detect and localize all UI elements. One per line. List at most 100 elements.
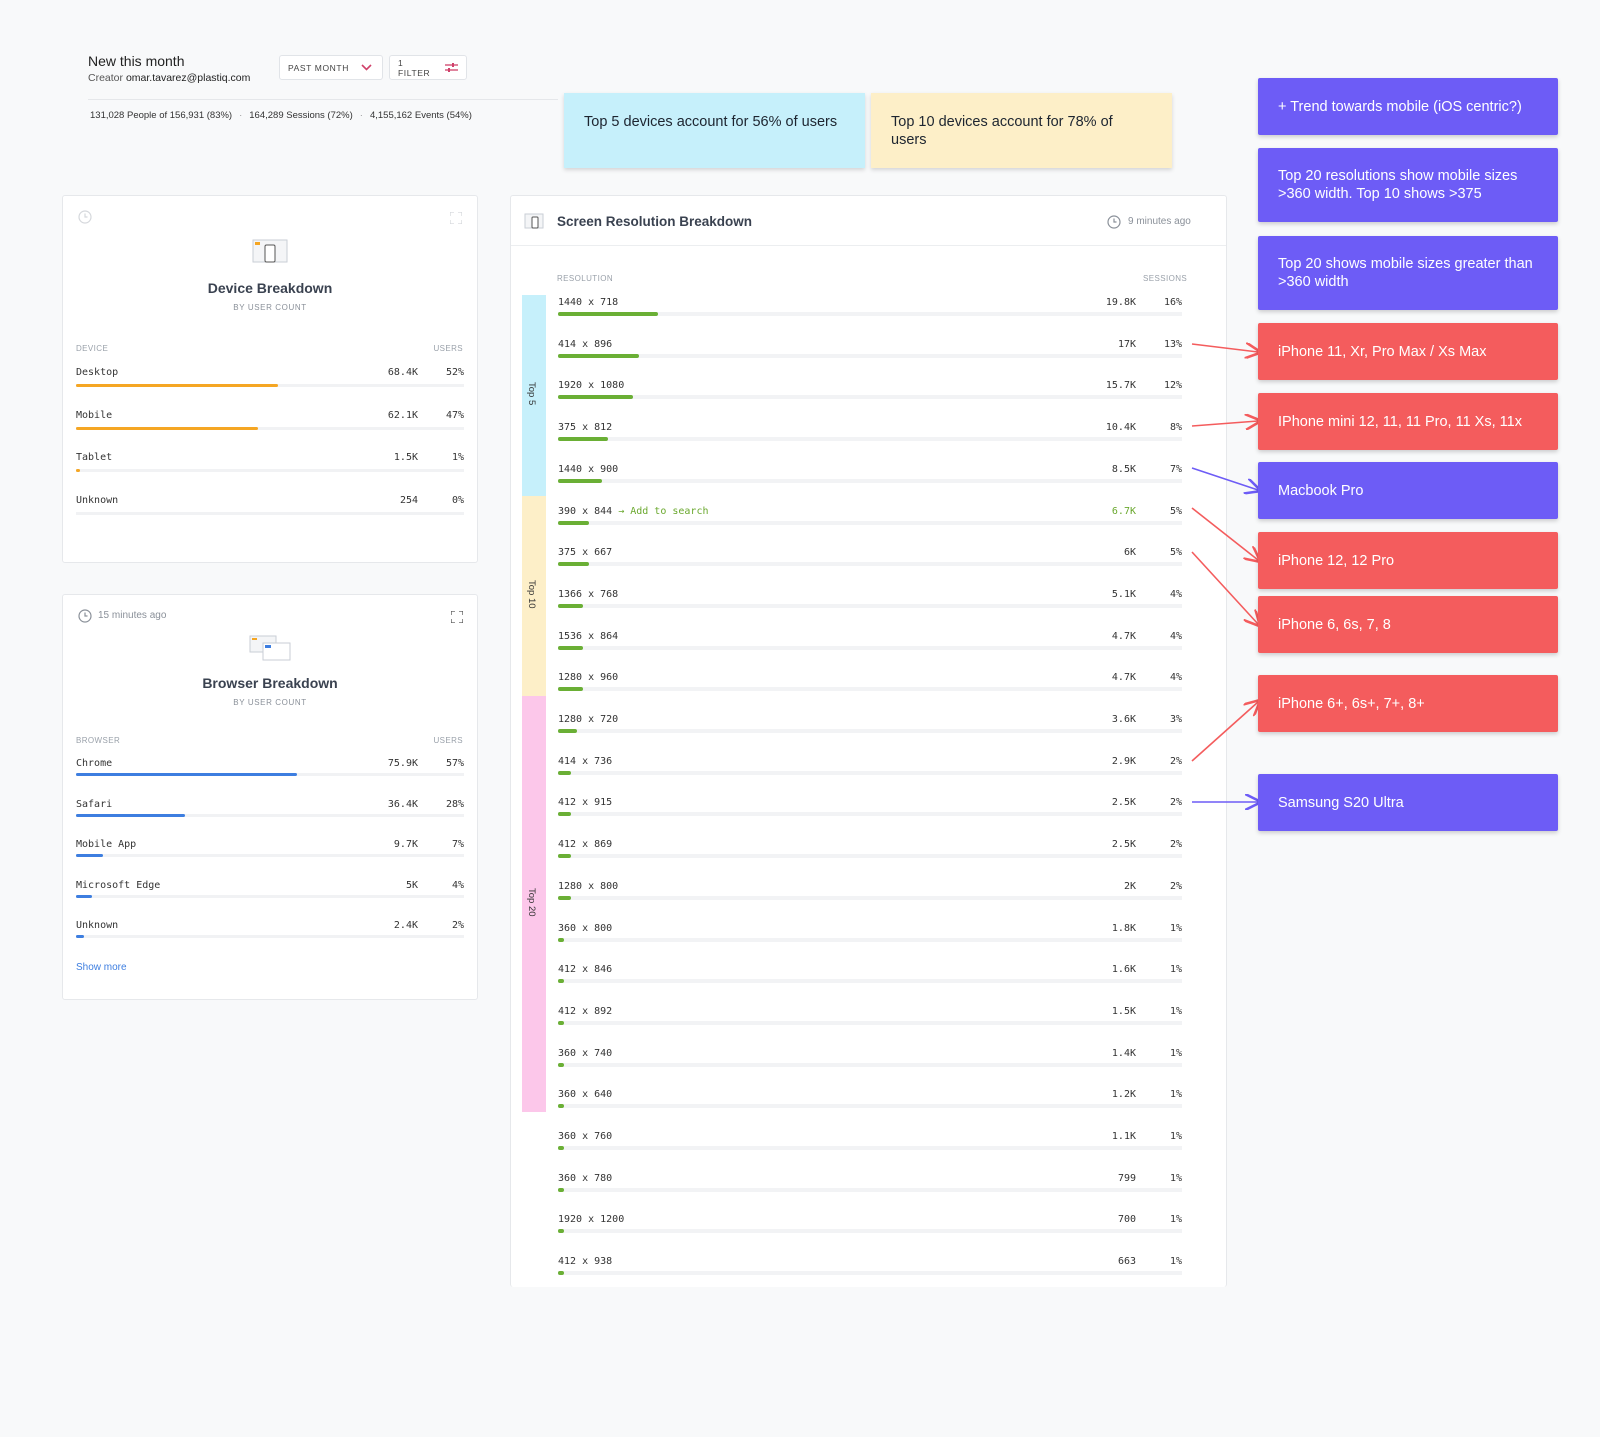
browser-users: 5K bbox=[405, 879, 418, 891]
resolution-name: 360 x 640 bbox=[558, 1089, 612, 1100]
resolution-row[interactable]: 1440 x 900 8.5K 7% bbox=[558, 464, 1182, 506]
time-range-dropdown[interactable]: PAST MONTH bbox=[279, 55, 383, 80]
resolution-name: 360 x 800 bbox=[558, 923, 612, 934]
annotation-card[interactable]: + Trend towards mobile (iOS centric?) bbox=[1258, 78, 1558, 135]
browser-row[interactable]: Microsoft Edge 5K 4% bbox=[76, 880, 464, 922]
resolution-name: 412 x 938 bbox=[558, 1256, 612, 1267]
annotation-card[interactable]: Macbook Pro bbox=[1258, 462, 1558, 519]
resolution-row[interactable]: 1536 x 864 4.7K 4% bbox=[558, 631, 1182, 673]
bar-track bbox=[558, 854, 1182, 859]
device-users: 62.1K bbox=[387, 409, 418, 421]
resolution-row[interactable]: 1280 x 800 2K 2% bbox=[558, 881, 1182, 923]
resolution-sessions: 6K bbox=[1123, 547, 1136, 559]
resolution-row[interactable]: 1280 x 720 3.6K 3% bbox=[558, 714, 1182, 756]
annotation-card[interactable]: Samsung S20 Ultra bbox=[1258, 774, 1558, 831]
add-to-search-link[interactable]: → Add to search bbox=[618, 505, 709, 517]
resolution-label: 1280 x 720 bbox=[558, 714, 619, 725]
device-row[interactable]: Tablet 1.5K 1% bbox=[76, 452, 464, 494]
resolution-percent: 1% bbox=[1169, 922, 1182, 934]
resolution-row[interactable]: 375 x 812 10.4K 8% bbox=[558, 422, 1182, 464]
browser-row[interactable]: Unknown 2.4K 2% bbox=[76, 920, 464, 962]
resolution-row[interactable]: 412 x 869 2.5K 2% bbox=[558, 839, 1182, 881]
resolution-percent: 4% bbox=[1169, 672, 1182, 684]
bar-fill bbox=[558, 979, 565, 984]
resolution-row[interactable]: 412 x 892 1.5K 1% bbox=[558, 1006, 1182, 1048]
resolution-percent: 2% bbox=[1169, 797, 1182, 809]
resolution-row[interactable]: 1440 x 718 19.8K 16% bbox=[558, 297, 1182, 339]
resolution-row[interactable]: 1920 x 1200 700 1% bbox=[558, 1214, 1182, 1256]
resolution-name: 360 x 740 bbox=[558, 1048, 612, 1059]
resolution-sessions: 2.5K bbox=[1111, 797, 1136, 809]
resolution-row[interactable]: 412 x 915 2.5K 2% bbox=[558, 797, 1182, 839]
separator-dot: · bbox=[359, 110, 363, 121]
resolution-label: 1440 x 900 bbox=[558, 463, 619, 475]
filter-count-label: 1 FILTER bbox=[398, 57, 431, 78]
browser-row[interactable]: Mobile App 9.7K 7% bbox=[76, 839, 464, 881]
browser-row[interactable]: Chrome 75.9K 57% bbox=[76, 758, 464, 800]
resolution-row[interactable]: 1280 x 960 4.7K 4% bbox=[558, 672, 1182, 714]
annotation-card[interactable]: IPhone mini 12, 11, 11 Pro, 11 Xs, 11x bbox=[1258, 393, 1558, 450]
resolution-row[interactable]: 412 x 938 663 1% bbox=[558, 1256, 1182, 1298]
creator-label: Creator bbox=[88, 72, 124, 84]
resolution-row[interactable]: 412 x 846 1.6K 1% bbox=[558, 964, 1182, 1006]
bar-track bbox=[76, 426, 464, 430]
resolution-row[interactable]: 1366 x 768 5.1K 4% bbox=[558, 589, 1182, 631]
column-header-users: USERS bbox=[433, 344, 463, 353]
bar-fill bbox=[558, 729, 577, 733]
resolution-label: 360 x 640 bbox=[558, 1089, 613, 1101]
annotation-card[interactable]: iPhone 12, 12 Pro bbox=[1258, 532, 1558, 589]
bar-track bbox=[76, 854, 464, 857]
resolution-row[interactable]: 390 x 844 → Add to search 6.7K 5% bbox=[558, 506, 1182, 548]
resolution-row[interactable]: 414 x 736 2.9K 2% bbox=[558, 756, 1182, 798]
resolution-label: 1920 x 1200 bbox=[558, 1214, 625, 1226]
bar-track bbox=[558, 478, 1182, 483]
bar-track bbox=[558, 770, 1182, 775]
sticky-note-top5[interactable]: Top 5 devices account for 56% of users bbox=[564, 93, 865, 168]
resolution-sessions: 1.5K bbox=[1111, 1005, 1136, 1017]
resolution-row[interactable]: 360 x 640 1.2K 1% bbox=[558, 1089, 1182, 1131]
panel-title: Device Breakdown bbox=[207, 280, 333, 296]
separator-dot: · bbox=[239, 110, 243, 121]
resolution-row[interactable]: 360 x 740 1.4K 1% bbox=[558, 1048, 1182, 1090]
browser-users: 36.4K bbox=[387, 798, 418, 810]
resolution-row[interactable]: 1920 x 1080 15.7K 12% bbox=[558, 380, 1182, 422]
sticky-note-top10[interactable]: Top 10 devices account for 78% of users bbox=[871, 93, 1172, 168]
bar-track bbox=[558, 1146, 1182, 1150]
browser-users: 2.4K bbox=[393, 920, 418, 931]
resolution-label: 1280 x 800 bbox=[558, 880, 619, 892]
resolution-label: 360 x 780 bbox=[558, 1172, 613, 1184]
annotation-card[interactable]: Top 20 resolutions show mobile sizes >36… bbox=[1258, 148, 1558, 222]
resolution-name: 360 x 760 bbox=[558, 1131, 612, 1142]
annotation-card[interactable]: iPhone 11, Xr, Pro Max / Xs Max bbox=[1258, 323, 1558, 380]
resolution-row[interactable]: 360 x 780 799 1% bbox=[558, 1173, 1182, 1215]
resolution-percent: 2% bbox=[1169, 880, 1182, 892]
filter-button[interactable]: 1 FILTER bbox=[389, 55, 467, 80]
bar-fill bbox=[558, 353, 640, 358]
arrow-iphone11 bbox=[1191, 344, 1258, 352]
resolution-row[interactable]: 414 x 896 17K 13% bbox=[558, 339, 1182, 381]
show-more-link[interactable]: Show more bbox=[76, 962, 127, 973]
resolution-label: 1366 x 768 bbox=[558, 588, 619, 600]
device-row[interactable]: Mobile 62.1K 47% bbox=[76, 410, 464, 452]
resolution-row[interactable]: 375 x 667 6K 5% bbox=[558, 547, 1182, 589]
resolution-sessions: 700 bbox=[1117, 1214, 1136, 1226]
clock-icon bbox=[1107, 215, 1121, 234]
bar-track bbox=[76, 384, 464, 387]
resolution-label: 412 x 938 bbox=[558, 1256, 613, 1268]
device-row[interactable]: Unknown 254 0% bbox=[76, 495, 464, 537]
resolution-row[interactable]: 360 x 800 1.8K 1% bbox=[558, 923, 1182, 965]
annotation-card[interactable]: iPhone 6, 6s, 7, 8 bbox=[1258, 596, 1558, 653]
bar-track bbox=[76, 511, 464, 515]
band-top10 bbox=[522, 496, 546, 696]
resolution-row[interactable]: 360 x 760 1.1K 1% bbox=[558, 1131, 1182, 1173]
browser-row[interactable]: Safari 36.4K 28% bbox=[76, 799, 464, 841]
events-stat: 4,155,162 Events (54%) bbox=[369, 110, 472, 121]
resolution-percent: 1% bbox=[1169, 1089, 1182, 1101]
annotation-card[interactable]: iPhone 6+, 6s+, 7+, 8+ bbox=[1258, 675, 1558, 732]
device-users: 1.5K bbox=[393, 452, 418, 463]
device-row[interactable]: Desktop 68.4K 52% bbox=[76, 367, 464, 409]
creator-email[interactable]: omar.tavarez@plastiq.com bbox=[125, 72, 251, 84]
resolution-sessions: 10.4K bbox=[1105, 422, 1136, 434]
bar-track bbox=[76, 894, 464, 898]
annotation-card[interactable]: Top 20 shows mobile sizes greater than >… bbox=[1258, 236, 1558, 310]
